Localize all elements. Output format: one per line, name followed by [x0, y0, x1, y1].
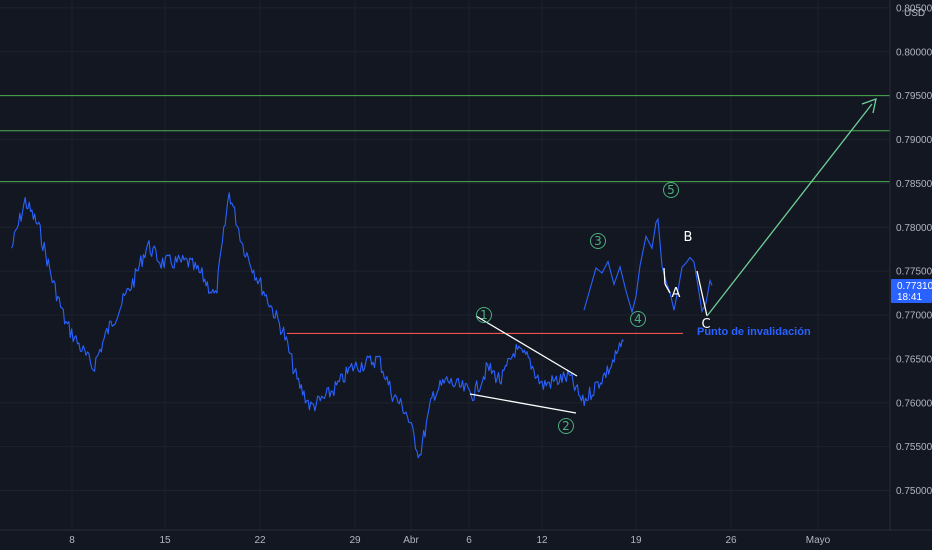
wave-c-leg	[696, 270, 708, 317]
x-tick-label: 6	[466, 535, 472, 546]
y-tick-label: 0.75000	[896, 486, 932, 497]
x-tick-label: 29	[349, 535, 361, 546]
price-line	[11, 192, 625, 459]
currency-label: USD	[904, 8, 925, 19]
triangle-upper-trendline	[475, 315, 578, 377]
wave-label: 5	[667, 183, 675, 197]
triangle-lower-trendline	[469, 393, 577, 414]
y-tick-label: 0.75500	[896, 442, 932, 453]
price-axis[interactable]: 0.80500 0.80000 0.79500 0.79000 0.78500 0.780…	[889, 0, 932, 530]
chart-grid	[0, 0, 890, 530]
projection-arrow	[706, 103, 873, 317]
x-tick-label: Abr	[403, 535, 419, 546]
wave-label: 4	[634, 312, 642, 326]
wave-a-leg	[663, 267, 666, 285]
current-price-tag: 0.77310 18:41	[891, 279, 932, 303]
x-tick-label: 15	[159, 535, 171, 546]
wave-label: 2	[562, 419, 570, 433]
time-axis[interactable]: 8 15 22 29 Abr 6 12 19 26 Mayo	[0, 529, 932, 546]
x-tick-label: 19	[630, 535, 642, 546]
y-tick-label: 0.78000	[896, 223, 932, 234]
x-tick-label: 8	[69, 535, 75, 546]
countdown-value: 18:41	[897, 292, 922, 303]
invalidation-label: Punto de invalidación	[697, 326, 811, 338]
correction-label: A	[672, 286, 681, 301]
y-tick-label: 0.79000	[896, 135, 932, 146]
projection-arrowhead	[861, 97, 877, 114]
wave-circle	[663, 182, 679, 198]
y-tick-label: 0.79500	[896, 91, 932, 102]
wave-circle	[558, 418, 574, 434]
wave-a-leg	[664, 283, 671, 294]
horizontal-levels	[0, 95, 890, 335]
y-tick-label: 0.80000	[896, 47, 932, 58]
wave-circle	[630, 311, 646, 327]
wave-circle	[590, 233, 606, 249]
correction-label: B	[684, 230, 693, 245]
price-series	[11, 192, 713, 459]
y-tick-label: 0.76000	[896, 398, 932, 409]
wave-circle	[476, 307, 492, 323]
x-tick-label: 22	[254, 535, 266, 546]
y-tick-label: 0.80500	[896, 3, 932, 14]
price-line-recent	[583, 217, 713, 315]
x-tick-label: Mayo	[806, 535, 831, 546]
y-tick-label: 0.77000	[896, 311, 932, 322]
x-tick-label: 26	[725, 535, 737, 546]
wave-label: 1	[480, 308, 488, 322]
current-price-value: 0.77310	[897, 281, 932, 292]
x-tick-label: 12	[536, 535, 548, 546]
correction-label: C	[701, 317, 710, 332]
y-tick-label: 0.78500	[896, 179, 932, 190]
wave-label: 3	[594, 234, 602, 248]
y-tick-label: 0.76500	[896, 354, 932, 365]
y-tick-label: 0.77500	[896, 267, 932, 278]
